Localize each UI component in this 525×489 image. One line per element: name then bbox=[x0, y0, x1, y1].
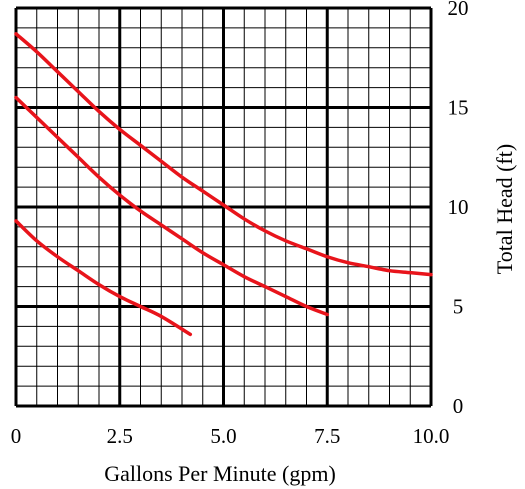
x-tick-labels: 0 2.5 5.0 7.5 10.0 bbox=[11, 424, 450, 448]
y-tick-labels: 0 5 10 15 20 bbox=[448, 0, 469, 418]
y-tick-label: 15 bbox=[448, 96, 469, 120]
y-tick-label: 0 bbox=[453, 394, 464, 418]
x-tick-label: 2.5 bbox=[107, 424, 133, 448]
pump-curves bbox=[14, 32, 433, 337]
y-axis-title: Total Head (ft) bbox=[492, 144, 517, 274]
pump-curve-1 bbox=[14, 32, 433, 277]
y-tick-label: 5 bbox=[453, 295, 464, 319]
x-tick-label: 7.5 bbox=[314, 424, 340, 448]
y-tick-label: 10 bbox=[448, 195, 469, 219]
x-axis-title: Gallons Per Minute (gpm) bbox=[104, 461, 336, 486]
y-tick-label: 20 bbox=[448, 0, 469, 20]
pump-curve-3 bbox=[14, 219, 193, 337]
x-tick-label: 5.0 bbox=[210, 424, 236, 448]
x-tick-label: 10.0 bbox=[413, 424, 450, 448]
pump-curve-2 bbox=[14, 95, 329, 317]
x-tick-label: 0 bbox=[11, 424, 22, 448]
major-grid bbox=[14, 6, 433, 408]
